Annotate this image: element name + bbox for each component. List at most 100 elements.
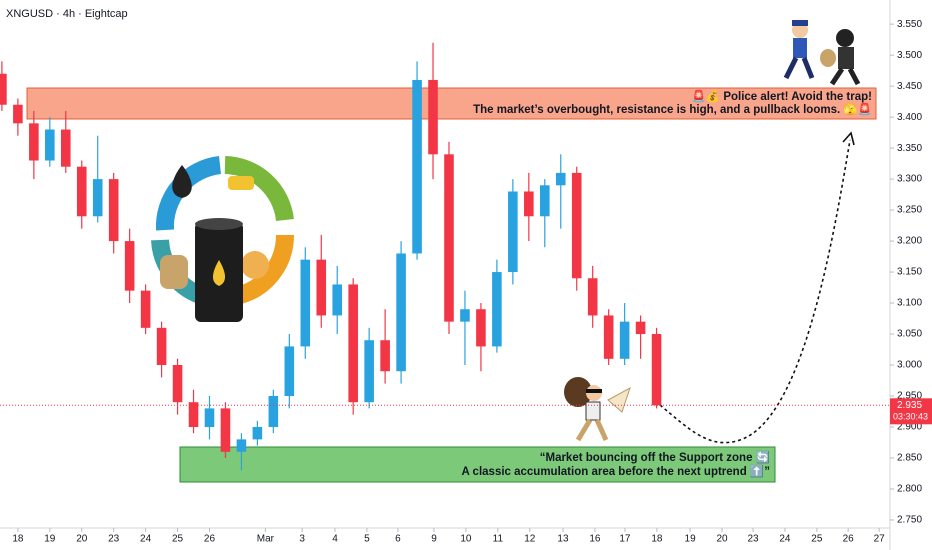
x-tick-label: 26 xyxy=(204,534,216,545)
x-tick-label: 23 xyxy=(108,534,120,545)
candle-body xyxy=(348,284,358,403)
candle-body xyxy=(76,166,87,217)
chart-title: XNGUSD · 4h · Eightcap xyxy=(6,8,128,20)
y-tick-label: 3.300 xyxy=(897,174,922,185)
candle-body xyxy=(587,278,598,316)
candle-body xyxy=(188,402,199,427)
resistance-zone xyxy=(26,87,877,120)
candle-body xyxy=(29,123,39,161)
candle-body xyxy=(571,172,582,279)
y-tick-label: 3.500 xyxy=(897,50,922,61)
x-tick-label: 16 xyxy=(589,534,601,545)
candle-body xyxy=(300,259,311,347)
candle-body xyxy=(92,179,103,217)
resistance-note: The market’s overbought, resistance is h… xyxy=(473,102,872,116)
candle-body xyxy=(252,426,263,440)
x-tick-label: 23 xyxy=(747,534,759,545)
x-tick-label: 13 xyxy=(557,534,569,545)
oil-illustration xyxy=(151,156,295,322)
candle-body xyxy=(396,253,406,372)
x-tick-label: 20 xyxy=(716,534,728,545)
candle-body xyxy=(508,191,518,273)
x-tick-label: 3 xyxy=(299,534,305,545)
thief-illustration xyxy=(820,29,861,86)
candle-body xyxy=(651,334,662,406)
x-tick-label: 19 xyxy=(44,534,56,545)
candle-body xyxy=(156,327,167,366)
candle-body xyxy=(476,309,486,347)
candle-body xyxy=(380,340,390,372)
countdown-label: 03:30:43 xyxy=(893,412,928,422)
candle-body xyxy=(412,79,422,254)
candle-body xyxy=(332,284,343,316)
x-tick-label: 18 xyxy=(12,534,24,545)
candle-body xyxy=(172,365,183,403)
candle-body xyxy=(316,259,327,316)
candle-body xyxy=(428,79,438,155)
candle-body xyxy=(492,272,502,347)
candle-body xyxy=(619,321,630,359)
candle-body xyxy=(603,315,614,359)
candle-body xyxy=(60,129,71,167)
candle-body xyxy=(108,179,119,242)
candle-body xyxy=(13,104,23,124)
candle-body xyxy=(284,346,295,396)
candle-body xyxy=(268,396,279,427)
last-price-label: 2.935 xyxy=(897,400,922,411)
y-tick-label: 2.900 xyxy=(897,422,922,433)
candle-body xyxy=(124,241,135,291)
last-price-tag xyxy=(890,398,932,425)
candle-body xyxy=(140,290,151,328)
support-note: A classic accumulation area before the n… xyxy=(461,464,770,478)
candle-body xyxy=(444,154,454,322)
y-tick-label: 3.400 xyxy=(897,112,922,123)
x-tick-label: 27 xyxy=(874,534,886,545)
x-tick-label: 10 xyxy=(460,534,472,545)
x-tick-label: 5 xyxy=(364,534,370,545)
x-tick-label: 9 xyxy=(431,534,437,545)
x-tick-label: 24 xyxy=(140,534,152,545)
thief-illustration xyxy=(564,377,631,442)
x-tick-label: 19 xyxy=(685,534,697,545)
x-tick-label: 25 xyxy=(172,534,184,545)
x-tick-label: 17 xyxy=(619,534,631,545)
x-tick-label: 20 xyxy=(76,534,88,545)
candle-body xyxy=(236,439,247,452)
candle-body xyxy=(45,129,55,161)
candle-body xyxy=(555,172,566,186)
candle-body xyxy=(635,321,646,335)
y-tick-label: 2.850 xyxy=(897,453,922,464)
y-tick-label: 2.950 xyxy=(897,391,922,402)
candle-body xyxy=(460,309,470,322)
support-zone xyxy=(179,446,776,483)
candle-body xyxy=(524,191,534,217)
y-tick-label: 3.050 xyxy=(897,329,922,340)
candle-body xyxy=(204,408,215,427)
y-tick-label: 3.250 xyxy=(897,205,922,216)
y-tick-label: 3.550 xyxy=(897,19,922,30)
resistance-note: 🚨💰 Police alert! Avoid the trap! xyxy=(691,89,872,103)
x-tick-label: 26 xyxy=(843,534,855,545)
x-tick-label: 18 xyxy=(651,534,663,545)
y-tick-label: 3.000 xyxy=(897,360,922,371)
y-tick-label: 3.200 xyxy=(897,236,922,247)
arrow-head xyxy=(842,131,855,146)
y-tick-label: 3.350 xyxy=(897,143,922,154)
support-note: “Market bouncing off the Support zone 🔄 xyxy=(540,450,770,464)
x-tick-label: 12 xyxy=(524,534,536,545)
x-tick-label: 6 xyxy=(395,534,401,545)
x-tick-label: 4 xyxy=(332,534,338,545)
candle-body xyxy=(0,73,7,105)
candle-body xyxy=(364,340,374,403)
x-tick-label: 11 xyxy=(493,534,504,545)
x-tick-label: Mar xyxy=(257,534,275,545)
y-tick-label: 3.150 xyxy=(897,267,922,278)
y-tick-label: 2.800 xyxy=(897,484,922,495)
candle-body xyxy=(540,185,550,217)
candle-body xyxy=(220,408,231,452)
x-tick-label: 24 xyxy=(779,534,791,545)
x-tick-label: 25 xyxy=(811,534,823,545)
y-tick-label: 2.750 xyxy=(897,515,922,526)
plot-area xyxy=(0,42,662,471)
